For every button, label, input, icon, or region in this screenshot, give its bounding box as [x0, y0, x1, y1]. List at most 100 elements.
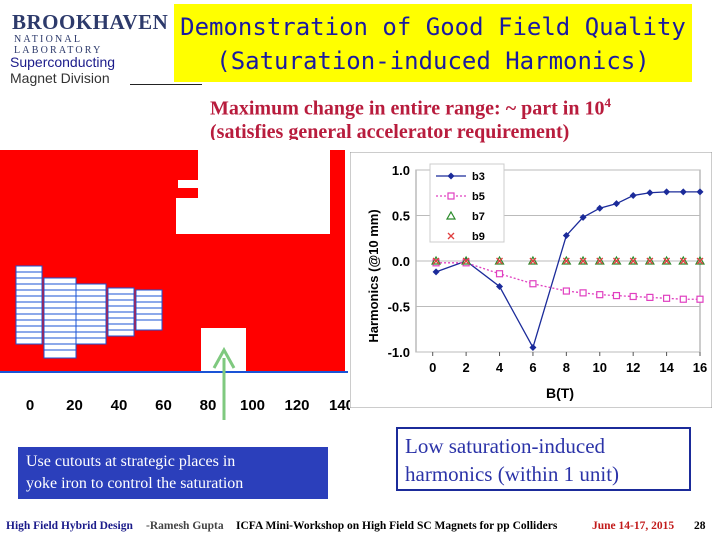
harmonics-note-line2: harmonics (within 1 unit) — [405, 462, 620, 486]
x-tick-label: 10 — [593, 360, 607, 375]
data-point-b5 — [612, 291, 621, 300]
x-tick-label: 14 — [659, 360, 674, 375]
x-tick-label: 4 — [496, 360, 504, 375]
yoke-tick-label: 40 — [111, 397, 128, 414]
legend-label-b3: b3 — [472, 171, 485, 183]
data-point-b3 — [529, 343, 537, 351]
data-point-b3 — [646, 189, 654, 197]
page-number: 28 — [694, 520, 706, 532]
subtitle-line2: (satisfies general accelerator requireme… — [210, 121, 570, 143]
yoke-tick-label: 20 — [66, 397, 83, 414]
data-point-b3 — [612, 200, 620, 208]
footer-author: -Ramesh Gupta — [146, 520, 224, 532]
footer: High Field Hybrid Design -Ramesh Gupta I… — [0, 520, 720, 538]
data-point-b5 — [696, 295, 704, 303]
data-point-b3 — [629, 191, 637, 199]
legend-label-b9: b9 — [472, 231, 485, 243]
data-point-b5 — [562, 287, 570, 295]
data-point-b7 — [611, 255, 622, 265]
data-point-b3 — [579, 213, 587, 221]
yoke-tick-label: 0 — [26, 397, 34, 414]
cutout-note-line1: Use cutouts at strategic places in — [26, 453, 236, 470]
logo-subtitle: NATIONAL LABORATORY — [14, 34, 103, 56]
yoke-tick-label: 140 — [329, 397, 350, 414]
data-point-b7 — [644, 255, 655, 265]
data-point-b7 — [431, 255, 442, 265]
data-point-b3 — [696, 188, 704, 196]
x-tick-label: 16 — [693, 360, 707, 375]
x-tick-label: 12 — [626, 360, 640, 375]
division-name-line1: Superconducting — [10, 54, 116, 70]
yoke-cross-section-figure: 0 20 40 60 80 100 120 140 — [0, 140, 350, 420]
data-point-b9 — [496, 257, 503, 265]
legend-box — [429, 163, 505, 243]
data-point-b7 — [594, 255, 605, 265]
data-point-b7 — [628, 255, 639, 265]
data-point-b3 — [663, 188, 671, 196]
legend-marker-b9 — [447, 232, 455, 240]
x-axis-label: B(T) — [546, 385, 574, 401]
slide-title-line1: Demonstration of Good Field Quality — [180, 13, 686, 41]
data-point-b5 — [579, 289, 587, 297]
harmonics-chart: 1.00.50.0-0.5-1.00 2 4 6 8 10 12 14 16 b3b5b7b9 … — [350, 152, 712, 408]
y-tick-label: 0.0 — [392, 254, 410, 269]
data-point-b5 — [529, 280, 537, 288]
data-point-b9 — [629, 257, 637, 265]
harmonics-note-line1: Low saturation-induced — [405, 434, 606, 458]
harmonics-note: Low saturation-induced harmonics (within… — [396, 427, 691, 491]
y-axis-label: Harmonics (@10 mm) — [366, 209, 381, 342]
y-tick-label: -0.5 — [388, 300, 410, 315]
footer-event: ICFA Mini-Workshop on High Field SC Magn… — [236, 520, 558, 532]
subtitle-line1-text: Maximum change in entire range: ~ part i… — [210, 97, 605, 120]
data-point-b5 — [596, 291, 604, 299]
data-point-b7 — [694, 255, 706, 265]
data-point-b7 — [494, 255, 505, 265]
footer-date: June 14-17, 2015 — [592, 520, 675, 532]
data-point-b9 — [596, 257, 604, 265]
data-point-b9 — [679, 257, 687, 265]
yoke-tick-label: 60 — [155, 397, 172, 414]
data-point-b3 — [596, 204, 604, 212]
cutout-note: Use cutouts at strategic places in yoke … — [18, 447, 328, 499]
x-tick-label: 0 — [429, 360, 436, 375]
data-point-b5 — [629, 292, 637, 301]
data-point-b7 — [561, 255, 572, 265]
data-point-b9 — [613, 257, 620, 265]
y-tick-label: 1.0 — [392, 163, 410, 178]
data-point-b7 — [461, 255, 472, 265]
yoke-tick-label: 100 — [240, 397, 265, 414]
data-point-b9 — [462, 257, 470, 265]
footer-talk-title: High Field Hybrid Design — [6, 520, 133, 532]
data-point-b9 — [432, 257, 440, 265]
chart-legend: b3 b5 b7 b9 — [429, 163, 505, 243]
cutout-arrow — [212, 346, 236, 420]
data-point-b7 — [678, 255, 689, 265]
logo-title: BROOKHAVEN — [12, 10, 169, 34]
data-point-b5 — [662, 294, 671, 302]
yoke-axis-tick-labels: 0 20 40 60 80 100 120 140 — [26, 397, 350, 414]
cutout-note-line2: yoke iron to control the saturation — [26, 475, 244, 492]
x-tick-label: 6 — [529, 360, 536, 375]
x-tick-label: 8 — [563, 360, 570, 375]
legend-marker-b3 — [447, 172, 455, 180]
data-point-b9 — [646, 257, 654, 265]
data-point-b9 — [579, 257, 587, 265]
legend-marker-b5 — [447, 192, 455, 200]
data-point-b9 — [529, 257, 537, 265]
y-tick-label: 0.5 — [392, 209, 410, 224]
subtitle-exponent: 4 — [604, 95, 611, 110]
slide-title-line2: (Saturation-induced Harmonics) — [216, 47, 650, 75]
data-point-b9 — [562, 257, 570, 265]
coil-turns — [16, 271, 162, 351]
header-divider — [130, 84, 202, 85]
data-point-b5 — [646, 293, 654, 301]
data-point-b3 — [562, 232, 570, 240]
data-point-b7 — [661, 255, 672, 265]
data-point-b3 — [432, 268, 440, 276]
data-point-b5 — [679, 295, 687, 303]
y-tick-label: -1.0 — [388, 345, 410, 360]
legend-label-b7: b7 — [472, 211, 485, 223]
yoke-tick-label: 80 — [200, 397, 217, 414]
data-point-b3 — [679, 188, 687, 196]
data-point-b9 — [663, 257, 671, 265]
